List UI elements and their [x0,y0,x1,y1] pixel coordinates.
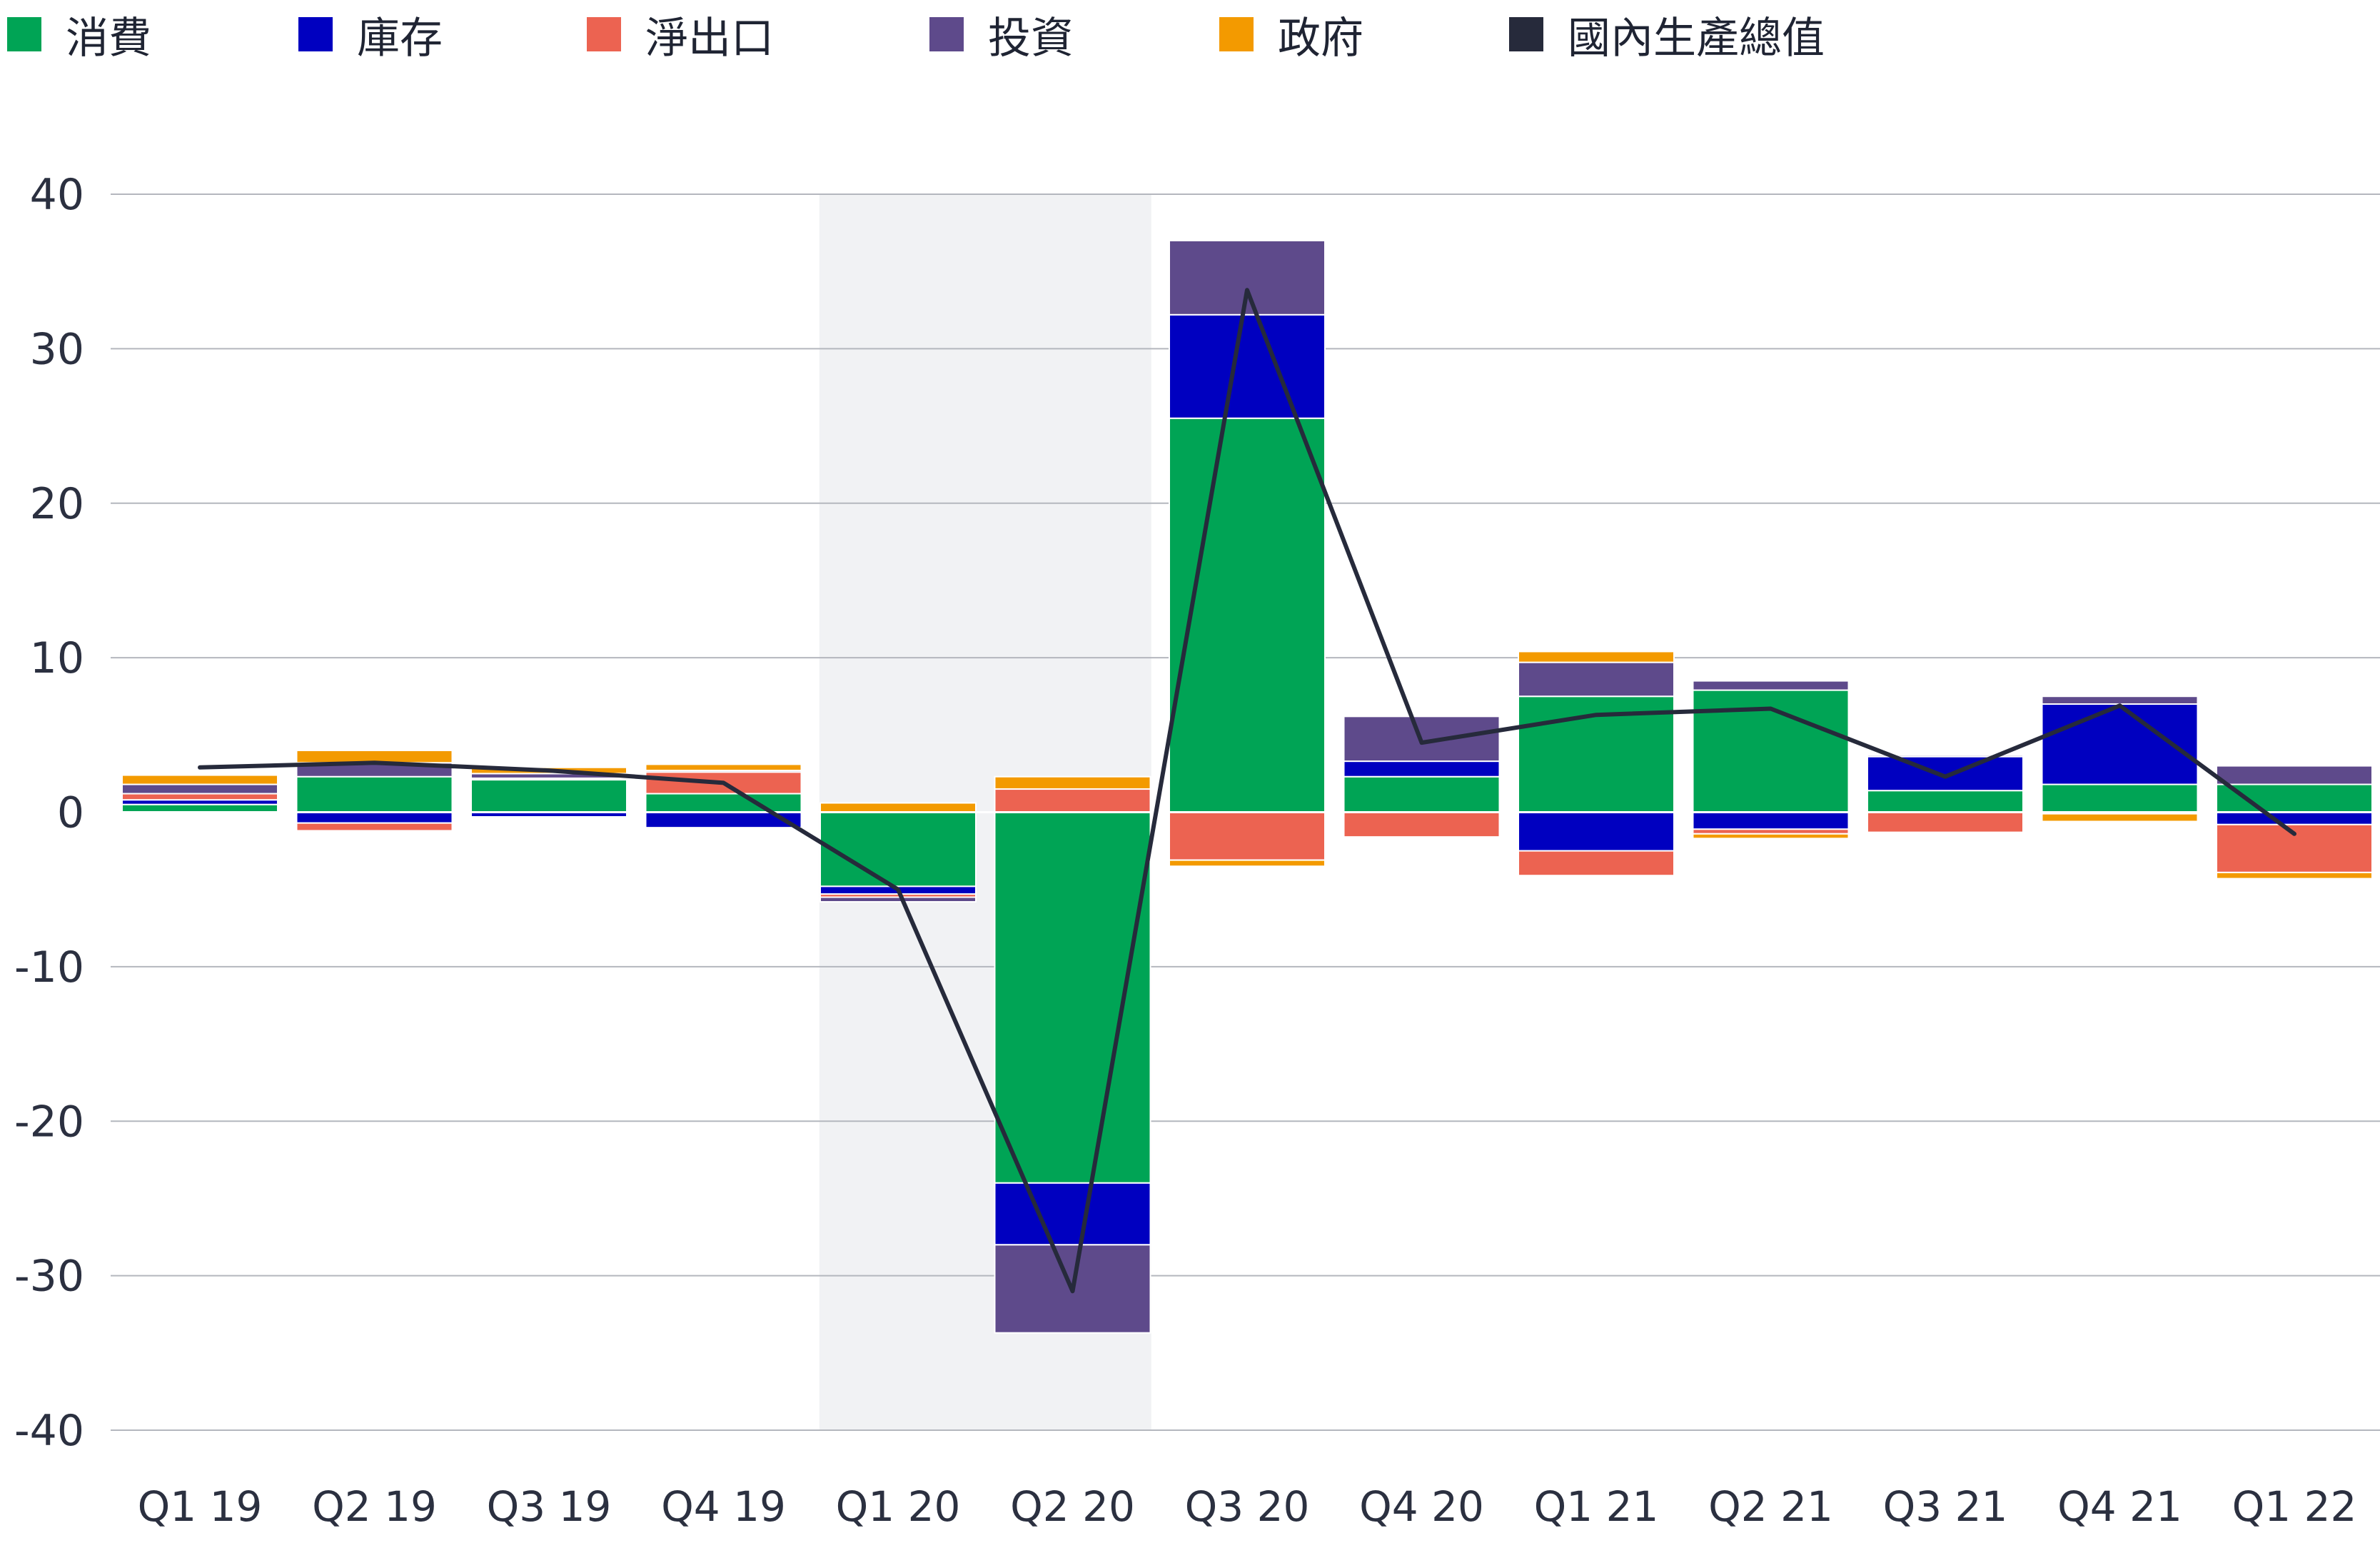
gdp-line-path [198,288,2296,1294]
bar-segment [1518,850,1675,877]
bar-segment [1692,680,1850,691]
bar-segment [121,774,278,785]
y-tick-label: 40 [30,170,84,220]
legend-label: 淨出口 [645,13,774,64]
bar-segment [296,811,453,824]
bar-segment [1518,661,1675,698]
legend-swatch [7,17,41,51]
y-tick-label: -20 [14,1097,84,1147]
x-tick-label: Q4 21 [2057,1482,2182,1531]
x-tick-label: Q1 20 [836,1482,961,1531]
bar-segment [2041,813,2199,823]
bar-segment [645,763,802,772]
legend-label: 消費 [66,13,151,64]
y-tick-label: 30 [30,324,84,374]
bar-segment [1867,754,2024,758]
y-tick-label: 10 [30,633,84,683]
bar-segment [1169,811,1326,861]
legend-item: 淨出口 [587,11,774,64]
x-tick-label: Q3 19 [487,1482,612,1531]
gridlines [111,194,2380,1431]
x-axis: Q1 19 Q2 19 Q3 19 Q4 19 Q1 20 Q2 20 Q3 20 Q4 20… [138,1482,2357,1531]
legend-label: 國內生產總值 [1568,13,1825,64]
legend-swatch [929,17,964,51]
bar-segment [994,788,1151,813]
legend-swatch [587,17,621,51]
legend: 消費 庫存 淨出口 投資 政府 國內生產總值 [0,0,2380,71]
x-tick-label: Q1 19 [138,1482,263,1531]
legend-swatch [1509,17,1543,51]
x-tick-label: Q4 20 [1359,1482,1484,1531]
bar-segment [121,783,278,795]
legend-item: 消費 [7,11,151,64]
bar-segment [1867,790,2024,813]
x-tick-label: Q3 20 [1185,1482,1310,1531]
bar-segment [994,811,1151,1184]
gdp-line [198,288,2296,1294]
y-tick-label: -30 [14,1252,84,1302]
legend-item: 庫存 [298,11,443,64]
bar-segment [994,1182,1151,1246]
bar-segment [1692,833,1850,840]
bar-segment [1343,775,1501,813]
bar-segment [820,811,977,888]
bar-segment [1169,859,1326,868]
x-tick-label: Q2 21 [1708,1482,1833,1531]
y-tick-label: -10 [14,943,84,992]
bar-segment [2216,765,2373,785]
legend-item: 投資 [929,11,1074,64]
bar-segment [121,793,278,801]
y-axis: 40 30 20 10 0 -10 -20 -30 -40 [14,170,84,1456]
x-tick-label: Q3 21 [1883,1482,2008,1531]
legend-item: 國內生產總值 [1509,11,1825,64]
bar-segment [2216,811,2373,825]
bar-segment [2216,783,2373,813]
bar-segment [1867,811,2024,833]
x-tick-label: Q1 22 [2232,1482,2357,1531]
bar-segment [296,822,453,832]
bar-segment [1518,811,1675,852]
legend-swatch [298,17,333,51]
bar-segment [1169,313,1326,419]
y-tick-label: 0 [57,788,84,838]
x-tick-label: Q4 19 [661,1482,786,1531]
y-tick-label: 20 [30,479,84,529]
legend-swatch [1219,17,1254,51]
bar-segment [820,896,977,903]
bar-segment [994,775,1151,790]
x-tick-label: Q1 21 [1534,1482,1659,1531]
bar-segment [1343,760,1501,778]
bar-segment [296,775,453,813]
bar-segment [1169,417,1326,813]
bar-segment [2216,871,2373,880]
bars [121,239,2373,1334]
bar-segment [820,802,977,813]
legend-item: 政府 [1219,11,1363,64]
bar-segment [2041,695,2199,705]
bar-segment [1169,239,1326,316]
legend-label: 庫存 [357,13,443,64]
x-tick-label: Q2 19 [312,1482,437,1531]
bar-segment [645,793,802,813]
legend-label: 政府 [1278,13,1363,64]
legend-label: 投資 [988,13,1074,64]
bar-segment [121,803,278,813]
bar-segment [1343,811,1501,838]
bar-segment [1518,650,1675,663]
bar-segment [1867,755,2024,792]
bar-segment [1692,811,1850,830]
bar-segment [2041,783,2199,813]
y-tick-label: -40 [14,1406,84,1456]
x-tick-label: Q2 20 [1010,1482,1135,1531]
bar-segment [470,779,627,813]
